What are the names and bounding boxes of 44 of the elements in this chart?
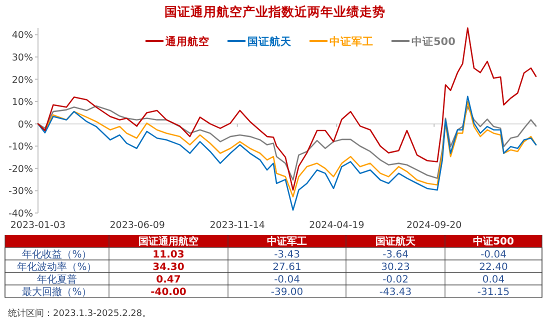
x-tick-label: 2023-11-14 bbox=[210, 220, 265, 231]
text: -31.15 bbox=[477, 287, 510, 298]
text: 0.04 bbox=[482, 274, 505, 286]
text: 30.23 bbox=[381, 262, 410, 273]
legend-label: 通用航空 bbox=[164, 35, 210, 48]
category-label: 最大回撤（%） bbox=[22, 287, 92, 298]
text: 34.30 bbox=[152, 262, 184, 273]
text: -3.43 bbox=[274, 250, 300, 260]
y-tick-label: 40% bbox=[12, 30, 33, 42]
y-tick-label: -20% bbox=[8, 164, 33, 175]
text: -43.43 bbox=[379, 287, 412, 298]
category-label: 年化夏普 bbox=[37, 274, 77, 286]
text: -0.02 bbox=[382, 274, 408, 286]
y-tick-label: 30% bbox=[12, 52, 33, 64]
text: -0.04 bbox=[480, 250, 506, 260]
text: 27.61 bbox=[272, 262, 302, 273]
text: 11.03 bbox=[152, 250, 184, 260]
text: -40.00 bbox=[150, 287, 186, 298]
x-tick-label: 2023-06-09 bbox=[110, 220, 165, 231]
category-label: 国证通用航空 bbox=[138, 236, 198, 248]
x-tick-label: 2024-04-19 bbox=[309, 220, 364, 231]
y-tick-label: -10% bbox=[8, 142, 33, 153]
category-label: 中证500 bbox=[473, 236, 514, 248]
text: -3.64 bbox=[382, 250, 408, 260]
category-label: 国证航天 bbox=[376, 236, 416, 248]
category-label: 中证军工 bbox=[267, 236, 307, 248]
text: -39.00 bbox=[270, 287, 304, 298]
y-tick-label: 10% bbox=[12, 97, 33, 108]
text: 0.47 bbox=[156, 274, 181, 286]
y-tick-label: 0% bbox=[18, 119, 33, 130]
x-tick-label: 2024-09-20 bbox=[406, 220, 462, 231]
legend-label: 中证军工 bbox=[330, 35, 374, 48]
text: 22.40 bbox=[479, 262, 508, 273]
text: 统计区间：2023.1.3-2025.2.28。 bbox=[8, 308, 152, 319]
x-tick-label: 2023-01-03 bbox=[10, 220, 66, 231]
category-label: 年化波动率（%） bbox=[17, 262, 97, 273]
chart-title: 国证通用航空产业指数近两年业绩走势 bbox=[164, 4, 386, 19]
y-tick-label: -40% bbox=[8, 208, 33, 220]
text: -0.04 bbox=[274, 274, 300, 286]
legend-label: 中证500 bbox=[412, 35, 456, 48]
category-label: 年化收益（%） bbox=[22, 250, 92, 260]
y-tick-label: 20% bbox=[12, 74, 33, 86]
y-tick-label: -30% bbox=[8, 186, 33, 198]
legend-label: 国证航天 bbox=[248, 35, 292, 48]
